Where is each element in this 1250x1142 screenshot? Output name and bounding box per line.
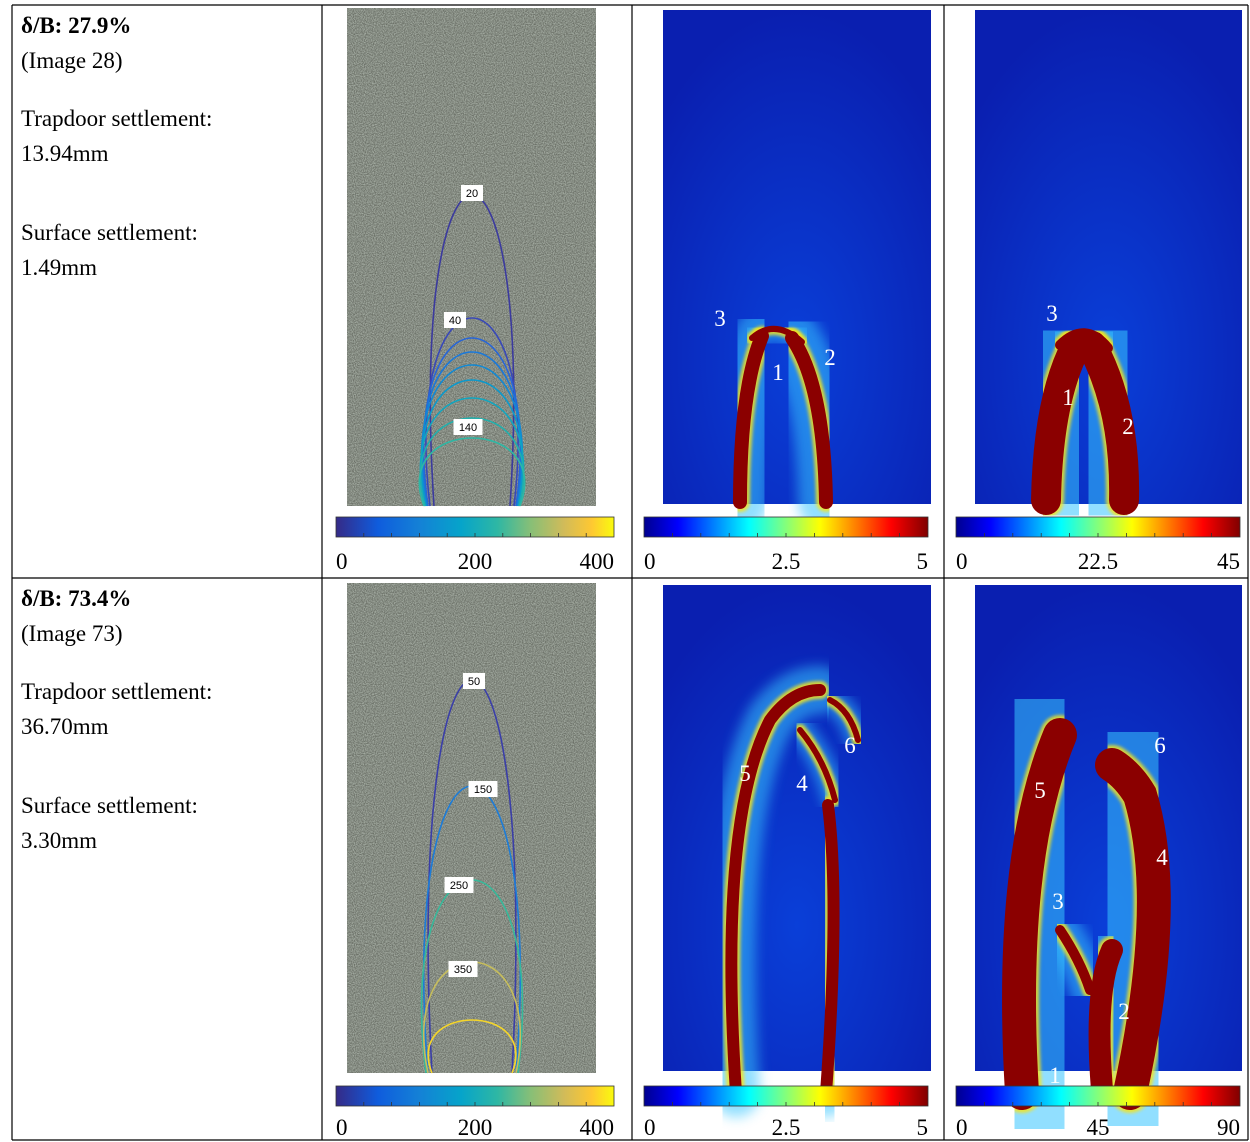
surface-label: Surface settlement:: [21, 793, 198, 818]
band-label: 1: [1062, 385, 1074, 410]
table-row: δ/B: 73.4% (Image 73) Trapdoor settlement:…: [21, 583, 1242, 1142]
contour-label: 150: [474, 784, 492, 796]
colorbar-label: 90: [1217, 1115, 1240, 1140]
contour-line: [427, 1019, 517, 1074]
title: δ/B: 73.4%: [21, 586, 131, 611]
band-label: 2: [1118, 999, 1130, 1024]
shear-band: [1002, 718, 1077, 1110]
band-label: 5: [739, 761, 751, 786]
colorbar-label: 400: [580, 1115, 615, 1140]
contour-line: [420, 364, 524, 507]
band-label: 5: [1034, 778, 1046, 803]
contour-label-box: [468, 781, 498, 797]
band-label: 6: [844, 733, 856, 758]
contour-line: [419, 417, 525, 507]
contour-label: 350: [454, 964, 472, 976]
shear-band: [1077, 331, 1140, 515]
trapdoor-label: Trapdoor settlement:: [21, 106, 212, 131]
shear-band: [820, 799, 840, 1099]
trapdoor-value: 13.94mm: [21, 141, 109, 166]
contour-label: 140: [459, 422, 477, 434]
trapdoor-label: Trapdoor settlement:: [21, 679, 212, 704]
colorbar-label: 45: [1217, 549, 1240, 574]
colorbar-label: 0: [644, 549, 656, 574]
band-label: 3: [1046, 301, 1058, 326]
colorbar-label: 0: [336, 1115, 348, 1140]
contour-label: 20: [466, 188, 478, 200]
contour-label: 50: [468, 676, 480, 688]
contour-label-box: [461, 185, 483, 201]
surface-value: 3.30mm: [21, 828, 97, 853]
band-label: 4: [1156, 845, 1168, 870]
band-label: 1: [772, 360, 784, 385]
colorbar-label: 0: [644, 1115, 656, 1140]
band-label: 2: [1122, 414, 1134, 439]
band-label: 4: [796, 771, 808, 796]
band-label: 2: [824, 345, 836, 370]
contour-label-box: [453, 419, 483, 435]
shear-band: [1088, 939, 1123, 1101]
surface-value: 1.49mm: [21, 255, 97, 280]
shear-band: [725, 684, 826, 1099]
colorbar-label: 0: [956, 1115, 968, 1140]
contour-label-box: [463, 673, 485, 689]
colorbar-label: 5: [917, 1115, 929, 1140]
shear-band: [749, 326, 805, 345]
contour-label-box: [444, 877, 474, 893]
shear-band: [785, 331, 833, 509]
colorbar-label: 400: [580, 549, 615, 574]
strain-field-image: [663, 585, 931, 1071]
shear-band: [1031, 331, 1091, 515]
shear-band: [827, 697, 861, 743]
colorbar-label: 45: [1087, 1115, 1110, 1140]
image: (Image 73): [21, 621, 123, 646]
contour-label-box: [444, 312, 466, 328]
shear-band: [1055, 925, 1095, 995]
band-label: 1: [1049, 1063, 1061, 1088]
contour-label-box: [448, 961, 478, 977]
band-label: 3: [714, 306, 726, 331]
colorbar-label: 0: [956, 549, 968, 574]
shear-band: [1095, 748, 1171, 1110]
colorbar-label: 200: [458, 1115, 493, 1140]
contour-label: 250: [450, 880, 468, 892]
band-label: 6: [1154, 733, 1166, 758]
colorbar-label: 5: [917, 549, 929, 574]
contour-label: 40: [449, 315, 461, 327]
colorbar-label: 2.5: [772, 1115, 801, 1140]
speckle-texture: [347, 583, 596, 1073]
image: (Image 28): [21, 48, 123, 73]
table-row: δ/B: 27.9% (Image 28) Trapdoor settlement:…: [21, 8, 1242, 574]
trapdoor-value: 36.70mm: [21, 714, 109, 739]
colorbar-label: 22.5: [1078, 549, 1118, 574]
shear-band: [1055, 328, 1113, 353]
colorbar-label: 200: [458, 549, 493, 574]
contour-line: [420, 379, 524, 507]
band-label: 3: [1052, 889, 1064, 914]
shear-band: [797, 727, 838, 803]
colorbar-label: 0: [336, 549, 348, 574]
colorbar-label: 2.5: [772, 549, 801, 574]
contour-line: [419, 397, 525, 507]
shear-band: [733, 329, 769, 509]
title: δ/B: 27.9%: [21, 13, 131, 38]
table-grid: [11, 4, 1249, 1141]
contour-line: [418, 437, 526, 507]
surface-label: Surface settlement:: [21, 220, 198, 245]
